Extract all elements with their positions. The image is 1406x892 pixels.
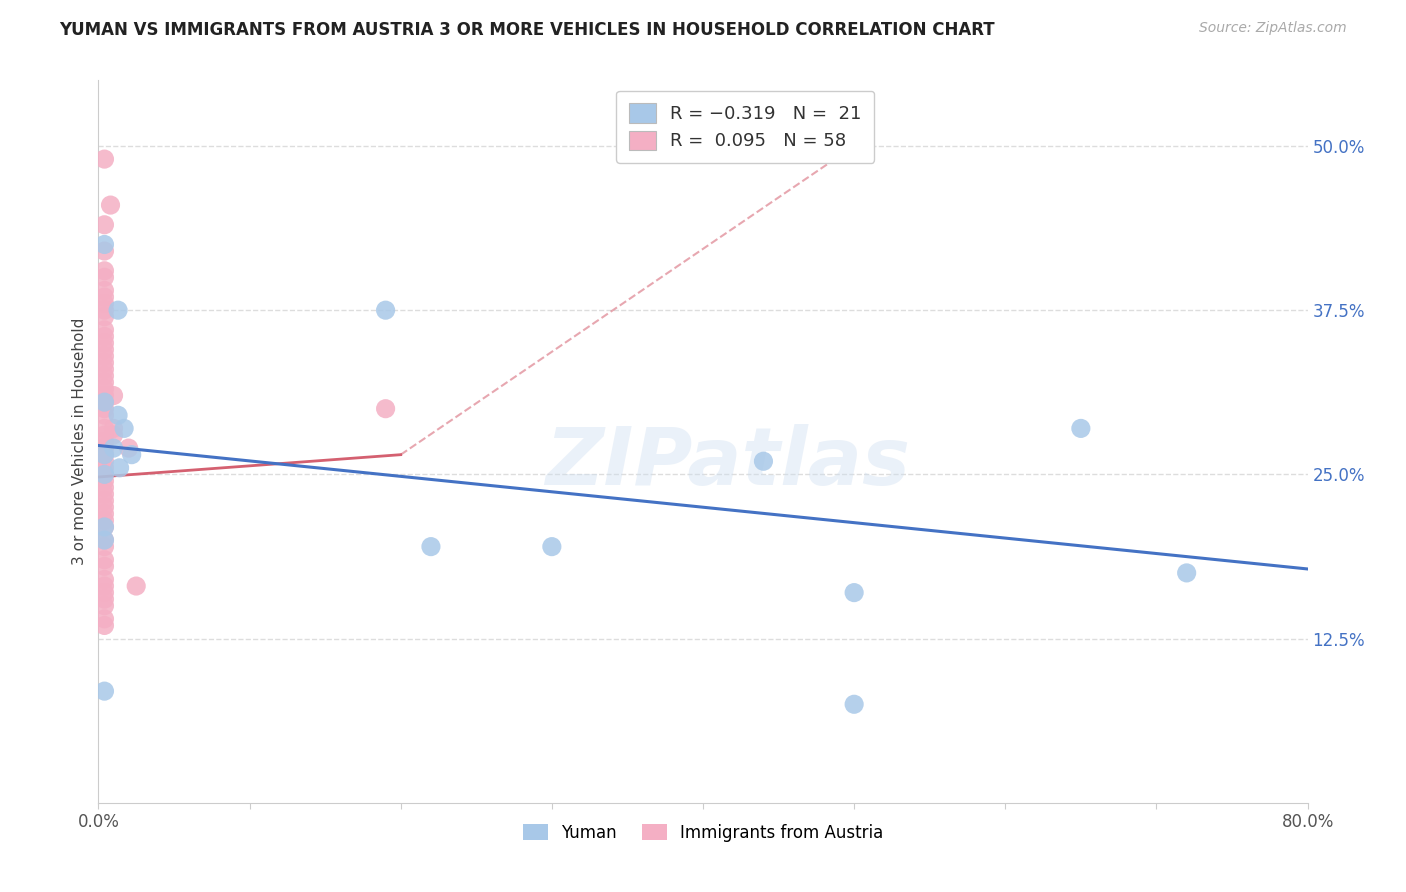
Point bbox=[93, 573, 115, 587]
Point bbox=[540, 540, 562, 554]
Point bbox=[93, 296, 115, 310]
Point bbox=[93, 684, 115, 698]
Point bbox=[1175, 566, 1198, 580]
Point bbox=[93, 434, 115, 449]
Point bbox=[93, 388, 115, 402]
Point bbox=[93, 533, 115, 547]
Point bbox=[93, 395, 115, 409]
Point bbox=[93, 500, 115, 515]
Point bbox=[844, 698, 866, 712]
Point bbox=[100, 198, 122, 212]
Point bbox=[93, 460, 115, 475]
Text: Source: ZipAtlas.com: Source: ZipAtlas.com bbox=[1199, 21, 1347, 36]
Point bbox=[420, 540, 443, 554]
Point bbox=[93, 382, 115, 396]
Point bbox=[93, 244, 115, 258]
Point bbox=[93, 401, 115, 416]
Point bbox=[93, 520, 115, 534]
Point bbox=[93, 533, 115, 547]
Point bbox=[93, 264, 115, 278]
Point bbox=[93, 599, 115, 613]
Point bbox=[93, 487, 115, 501]
Point bbox=[93, 428, 115, 442]
Point bbox=[93, 513, 115, 527]
Point bbox=[93, 368, 115, 383]
Point bbox=[93, 592, 115, 607]
Point bbox=[93, 356, 115, 370]
Point bbox=[93, 395, 115, 409]
Y-axis label: 3 or more Vehicles in Household: 3 or more Vehicles in Household bbox=[72, 318, 87, 566]
Point bbox=[1070, 421, 1092, 435]
Point bbox=[112, 421, 135, 435]
Point bbox=[93, 559, 115, 574]
Point bbox=[103, 441, 125, 455]
Point bbox=[93, 474, 115, 488]
Point bbox=[752, 454, 775, 468]
Point bbox=[93, 343, 115, 357]
Text: YUMAN VS IMMIGRANTS FROM AUSTRIA 3 OR MORE VEHICLES IN HOUSEHOLD CORRELATION CHA: YUMAN VS IMMIGRANTS FROM AUSTRIA 3 OR MO… bbox=[59, 21, 994, 39]
Point bbox=[93, 520, 115, 534]
Point bbox=[107, 303, 129, 318]
Point bbox=[93, 218, 115, 232]
Point bbox=[93, 467, 115, 482]
Point bbox=[93, 441, 115, 455]
Point bbox=[93, 284, 115, 298]
Point bbox=[93, 421, 115, 435]
Point bbox=[93, 448, 115, 462]
Point bbox=[107, 409, 129, 423]
Point bbox=[93, 540, 115, 554]
Point bbox=[374, 401, 396, 416]
Point bbox=[125, 579, 148, 593]
Point bbox=[118, 441, 141, 455]
Point bbox=[93, 579, 115, 593]
Point bbox=[374, 303, 396, 318]
Point bbox=[103, 421, 125, 435]
Point bbox=[93, 454, 115, 468]
Point bbox=[844, 585, 866, 599]
Point bbox=[93, 493, 115, 508]
Point bbox=[93, 270, 115, 285]
Point bbox=[93, 585, 115, 599]
Point bbox=[93, 290, 115, 304]
Point bbox=[93, 349, 115, 363]
Point bbox=[93, 310, 115, 324]
Text: ZIPatlas: ZIPatlas bbox=[544, 425, 910, 502]
Point bbox=[93, 553, 115, 567]
Point bbox=[93, 329, 115, 343]
Point bbox=[93, 409, 115, 423]
Point bbox=[93, 303, 115, 318]
Point bbox=[93, 323, 115, 337]
Legend: Yuman, Immigrants from Austria: Yuman, Immigrants from Austria bbox=[516, 817, 890, 848]
Point bbox=[93, 481, 115, 495]
Point bbox=[103, 388, 125, 402]
Point bbox=[93, 362, 115, 376]
Point bbox=[93, 467, 115, 482]
Point bbox=[121, 448, 143, 462]
Point bbox=[93, 376, 115, 390]
Point bbox=[103, 428, 125, 442]
Point bbox=[93, 618, 115, 632]
Point bbox=[93, 448, 115, 462]
Point bbox=[93, 336, 115, 351]
Point bbox=[108, 460, 131, 475]
Point bbox=[93, 237, 115, 252]
Point bbox=[93, 612, 115, 626]
Point bbox=[93, 152, 115, 166]
Point bbox=[93, 507, 115, 521]
